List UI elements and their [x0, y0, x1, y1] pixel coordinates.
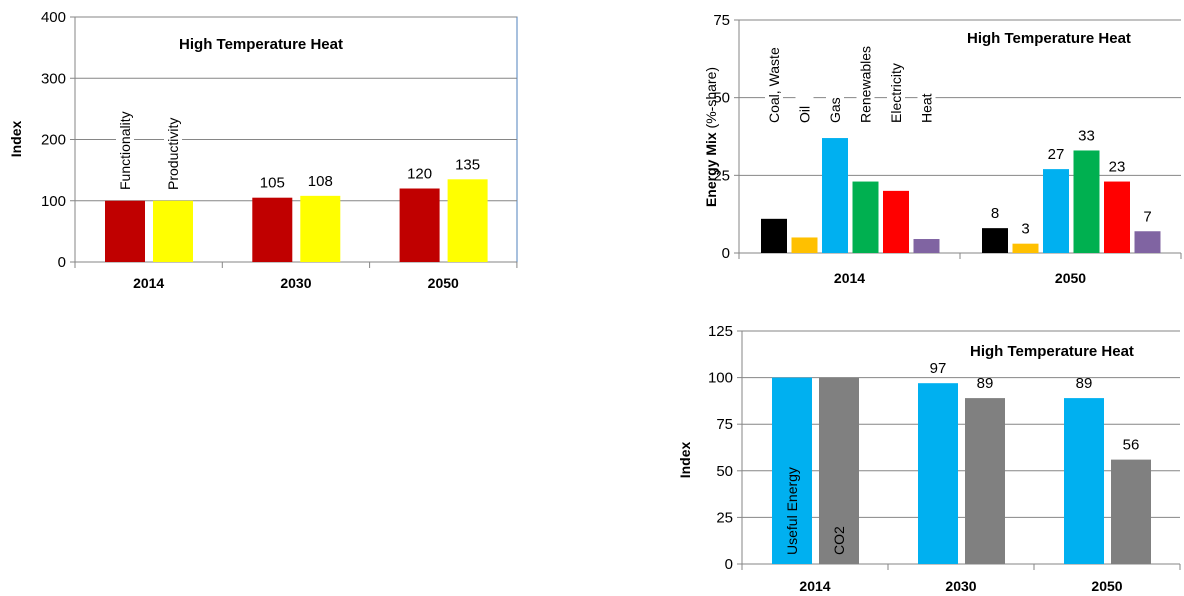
x-category-label: 2050: [1091, 578, 1122, 594]
x-category-label: 2030: [280, 275, 311, 291]
series-label-background: [795, 96, 814, 127]
bar-oil-2014: [791, 237, 818, 253]
series-label-background: [164, 94, 182, 194]
data-label: 8: [991, 205, 999, 222]
x-category-label: 2014: [133, 275, 164, 291]
y-axis-title-main: Energy Mix: [703, 132, 719, 207]
bar-productivity-2050: [447, 179, 488, 262]
series-name-label: Oil: [797, 106, 813, 123]
y-axis-title: Index: [8, 121, 24, 158]
x-category-label: 2030: [945, 578, 976, 594]
data-label: 56: [1123, 437, 1140, 454]
x-category-label: 2014: [799, 578, 830, 594]
chart-title: High Temperature Heat: [970, 343, 1134, 360]
data-label: 33: [1078, 127, 1095, 144]
data-label: 23: [1109, 159, 1126, 176]
chart-title: High Temperature Heat: [179, 36, 343, 53]
x-category-label: 2050: [428, 275, 459, 291]
y-tick-label: 125: [708, 323, 733, 340]
data-label: 89: [1076, 375, 1093, 392]
bar-coal-waste-2050: [982, 228, 1008, 253]
series-label-background: [765, 35, 783, 127]
bar-heat-2014: [913, 239, 940, 253]
y-axis-title-text: Index: [8, 121, 24, 158]
y-tick-label: 0: [725, 556, 733, 573]
bar-functionality-2030: [252, 197, 293, 262]
bar-heat-2050: [1134, 231, 1161, 253]
bar-renewables-2050: [1073, 150, 1100, 253]
bar-useful-energy-2050: [1064, 398, 1104, 564]
series-name-label: Productivity: [165, 118, 181, 190]
bar-electricity-2014: [883, 190, 909, 253]
bar-productivity-2014: [153, 200, 193, 262]
y-tick-label: 25: [716, 509, 733, 526]
bar-co2-2050: [1111, 459, 1151, 564]
bar-co2-2030: [965, 398, 1005, 564]
y-tick-label: 0: [58, 254, 66, 271]
series-name-label: CO2: [831, 526, 847, 555]
bar-useful-energy-2030: [918, 383, 958, 564]
y-tick-label: 25: [713, 167, 730, 184]
bar-useful-energy-2014: [772, 377, 812, 564]
bar-gas-2014: [822, 138, 848, 253]
y-axis-title: Index: [677, 442, 693, 479]
bar-functionality-2050: [399, 188, 440, 262]
y-axis-title-text: Index: [677, 442, 693, 479]
data-label: 7: [1143, 208, 1151, 225]
series-label-background: [856, 43, 875, 127]
y-axis-title: Energy Mix (%-share): [703, 67, 719, 207]
y-tick-label: 300: [41, 70, 66, 87]
data-label: 3: [1021, 221, 1029, 238]
title-background: [962, 26, 1176, 50]
y-tick-label: 100: [41, 193, 66, 210]
y-tick-label: 75: [713, 12, 730, 29]
y-tick-label: 75: [716, 416, 733, 433]
y-tick-label: 400: [41, 9, 66, 26]
series-name-label: Heat: [919, 93, 935, 123]
y-tick-label: 50: [716, 463, 733, 480]
chart-energy-mix: 0 25 50 75 2014 8 3 27 33 23 7 2050 Coal, Waste Oil Ga…: [703, 12, 1182, 286]
data-label: 97: [930, 360, 947, 377]
bar-functionality-2014: [105, 200, 145, 262]
title-background: [152, 33, 390, 57]
series-name-label: Renewables: [858, 46, 874, 123]
bar-co2-2014: [819, 377, 859, 564]
data-label: 108: [308, 173, 333, 190]
x-category-label: 2050: [1055, 270, 1086, 286]
bar-renewables-2014: [852, 181, 879, 253]
y-tick-label: 200: [41, 132, 66, 149]
bar-productivity-2030: [300, 195, 341, 262]
bar-oil-2050: [1012, 243, 1039, 253]
series-name-label: Useful Energy: [784, 467, 800, 555]
series-name-label: Electricity: [888, 63, 904, 123]
y-tick-label: 0: [722, 245, 730, 262]
x-category-label: 2014: [834, 270, 865, 286]
series-label-background: [887, 35, 905, 127]
bar-gas-2050: [1043, 169, 1069, 253]
data-label: 89: [977, 375, 994, 392]
series-name-label: Coal, Waste: [766, 47, 782, 123]
data-label: 105: [260, 175, 285, 192]
series-name-label: Gas: [827, 97, 843, 123]
data-label: 27: [1048, 146, 1065, 163]
series-label-background: [116, 87, 134, 194]
data-label: 135: [455, 156, 480, 173]
y-axis-title-unit: (%-share): [703, 67, 719, 128]
series-name-label: Functionality: [117, 111, 133, 190]
title-background: [964, 339, 1178, 363]
bar-electricity-2050: [1104, 181, 1130, 253]
chart-functionality: 0 100 200 300 400 2014 105 108 2030 120 135 2050 Fun…: [8, 9, 518, 291]
bar-coal-waste-2014: [761, 218, 787, 253]
y-tick-label: 50: [713, 90, 730, 107]
chart-title: High Temperature Heat: [967, 30, 1131, 47]
series-label-background: [826, 96, 844, 127]
series-label-background: [917, 88, 936, 127]
y-tick-label: 100: [708, 370, 733, 387]
data-label: 120: [407, 166, 432, 183]
chart-useful-energy-co2: 0 25 50 75 100 125 2014 97 89 2030 89 56 2050 Useful …: [677, 323, 1181, 594]
